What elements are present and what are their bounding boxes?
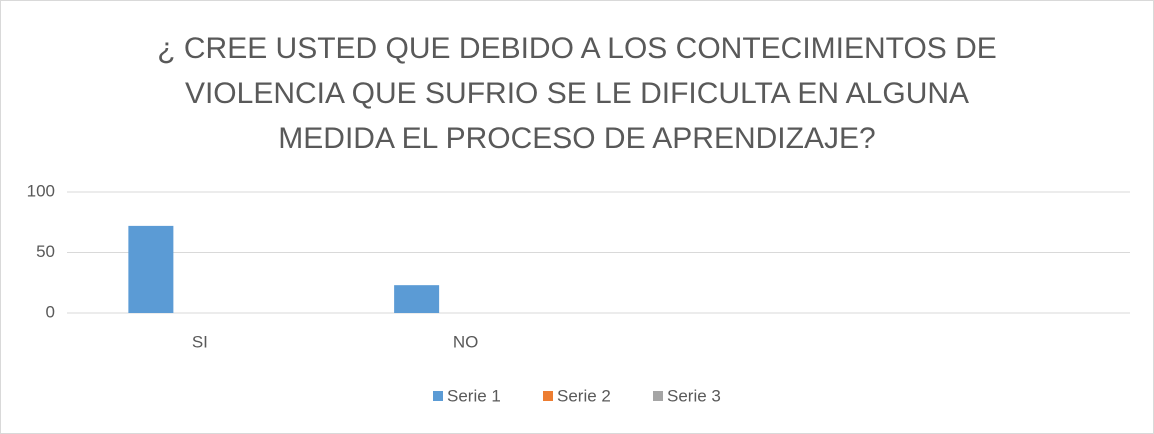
legend-swatch	[433, 391, 443, 401]
bar	[128, 225, 174, 313]
x-tick-label: SI	[192, 332, 208, 351]
chart-title: MEDIDA EL PROCESO DE APRENDIZAJE?	[278, 122, 875, 155]
x-tick-label: NO	[453, 332, 479, 351]
y-tick-label: 50	[36, 242, 55, 261]
chart-title: VIOLENCIA QUE SUFRIO SE LE DIFICULTA EN …	[185, 77, 969, 110]
y-tick-label: 0	[46, 302, 55, 321]
legend-swatch	[653, 391, 663, 401]
legend-swatch	[543, 391, 553, 401]
legend-label: Serie 3	[667, 386, 721, 405]
chart-title: ¿ CREE USTED QUE DEBIDO A LOS CONTECIMIE…	[157, 32, 997, 65]
legend-label: Serie 1	[447, 386, 501, 405]
bar	[394, 285, 440, 313]
y-tick-label: 100	[27, 181, 55, 200]
legend-label: Serie 2	[557, 386, 611, 405]
